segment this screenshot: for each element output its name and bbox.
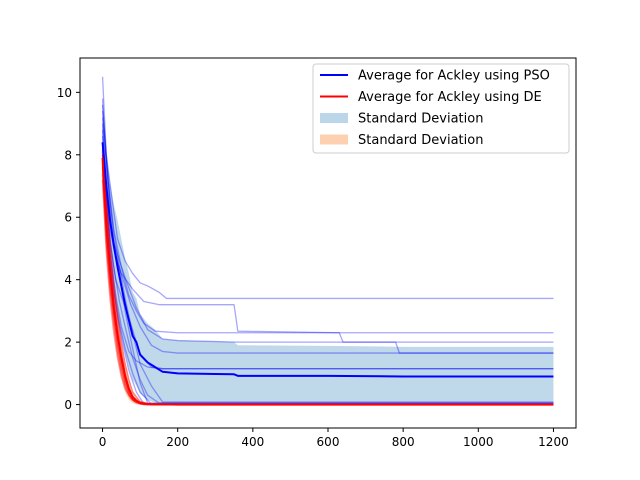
legend-label: Average for Ackley using PSO [358,69,550,84]
legend-patch-swatch [320,134,348,145]
run-line-de-16 [101,179,554,406]
average-line-de [101,157,554,406]
x-tick-label: 800 [392,435,415,449]
x-tick-label: 1000 [463,435,494,449]
y-axis: 0 2 4 6 8 10 [57,86,80,412]
run-line-de-17 [101,157,554,406]
average-series-layer [101,142,554,406]
average-line-pso [101,142,554,378]
legend-label: Standard Deviation [358,133,483,148]
run-line-pso-1 [101,76,554,300]
legend-label: Average for Ackley using DE [358,90,542,105]
run-line-pso-8 [101,117,554,403]
run-line-pso-11 [101,145,554,405]
x-axis: 0 200 400 600 800 1000 1200 [99,428,569,449]
run-line-pso-5 [101,129,554,354]
legend: Average for Ackley using PSO Average for … [312,63,570,154]
y-tick-label: 10 [57,86,72,100]
x-tick-label: 1200 [538,435,569,449]
x-tick-label: 200 [166,435,189,449]
legend-label: Standard Deviation [358,112,483,127]
y-tick-label: 6 [64,211,72,225]
legend-patch-swatch [320,113,348,123]
y-tick-label: 0 [64,398,72,412]
run-line-pso-9 [101,154,554,404]
y-tick-label: 4 [64,273,72,287]
legend-frame [312,63,570,154]
x-tick-label: 400 [241,435,264,449]
x-tick-label: 600 [317,435,340,449]
y-tick-label: 2 [64,336,72,350]
run-line-pso-3 [101,111,554,343]
x-tick-label: 0 [99,435,107,449]
y-tick-label: 8 [64,148,72,162]
